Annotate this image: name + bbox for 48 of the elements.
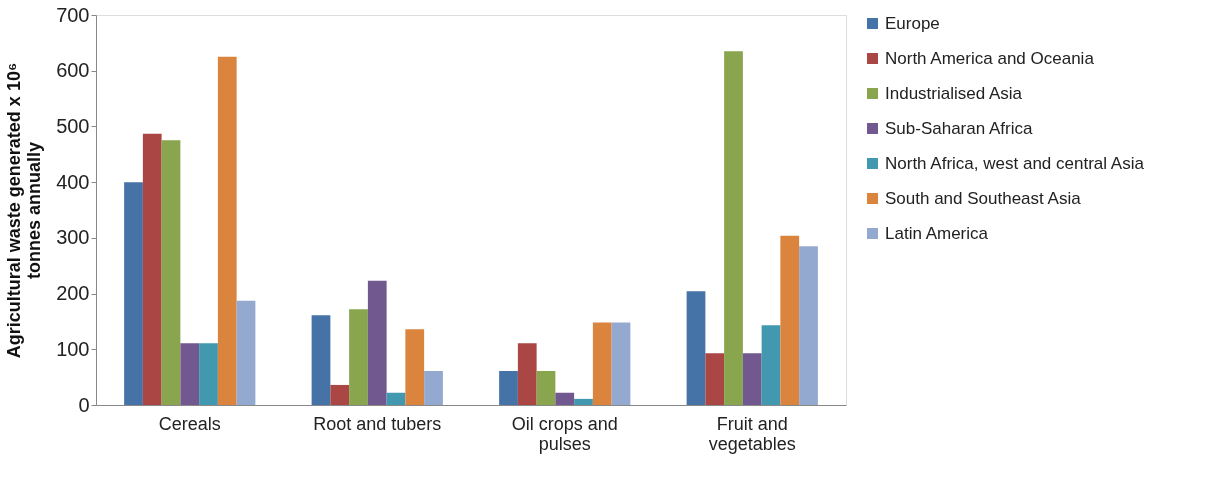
bar	[799, 246, 818, 405]
y-tick-label: 0	[78, 393, 90, 416]
bar	[705, 353, 725, 405]
bar	[142, 133, 162, 405]
bar	[499, 371, 518, 405]
bar	[217, 56, 237, 405]
legend-label: North America and Oceania	[885, 48, 1095, 68]
bar	[592, 322, 612, 405]
x-tick-label: Cereals	[158, 413, 221, 434]
legend-label: Europe	[885, 13, 940, 33]
bar	[761, 325, 781, 405]
y-axis-title: Agricultural waste generated x 10⁶ tonnes annually	[4, 62, 45, 359]
bar	[724, 51, 743, 405]
bar	[199, 343, 218, 405]
bar	[742, 353, 762, 405]
x-tick-label: Root and tubers	[313, 413, 442, 434]
bar	[180, 343, 200, 405]
bar	[311, 315, 331, 405]
bar	[367, 280, 387, 405]
y-tick-label: 600	[56, 59, 90, 82]
legend-label: Latin America	[885, 223, 989, 243]
bar	[424, 371, 443, 405]
legend-label: North Africa, west and central Asia	[885, 153, 1145, 173]
bar	[536, 371, 556, 405]
legend-label: Sub-Saharan Africa	[885, 118, 1033, 138]
bar	[574, 398, 593, 405]
legend-label: Industrialised Asia	[885, 83, 1023, 103]
bar	[161, 140, 181, 405]
bar	[517, 343, 537, 405]
bar	[780, 235, 800, 405]
bar	[555, 392, 575, 405]
bar	[124, 182, 143, 405]
y-tick-label: 400	[56, 170, 90, 193]
x-tick-label: Fruit and vegetables	[708, 413, 796, 454]
x-tick-label: Oil crops and pulses	[511, 413, 618, 454]
bar	[686, 291, 706, 405]
y-tick-label: 300	[56, 226, 90, 249]
legend-label: South and Southeast Asia	[885, 188, 1082, 208]
y-tick-label: 100	[56, 337, 90, 360]
y-tick-label: 700	[56, 3, 90, 26]
bar	[330, 384, 350, 405]
y-tick-label: 500	[56, 114, 90, 137]
bar	[236, 300, 256, 405]
bar	[405, 329, 425, 405]
bar	[611, 322, 631, 405]
bar	[386, 392, 406, 405]
bar	[349, 309, 368, 405]
y-tick-label: 200	[56, 282, 90, 305]
